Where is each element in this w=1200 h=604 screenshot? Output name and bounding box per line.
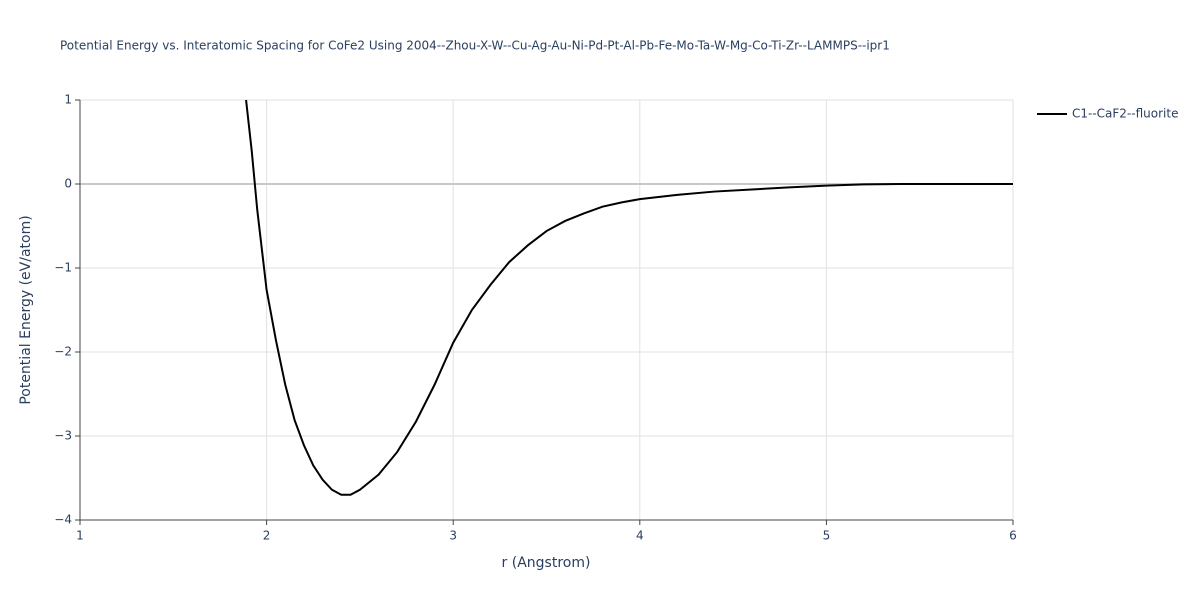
x-tick-label: 3 xyxy=(449,529,457,543)
y-tick-label: −4 xyxy=(54,513,72,527)
x-tick-label: 5 xyxy=(823,529,831,543)
y-tick-label: 0 xyxy=(64,177,72,191)
x-tick-label: 1 xyxy=(76,529,84,543)
legend-label: C1--CaF2--fluorite xyxy=(1072,107,1178,121)
x-tick-label: 6 xyxy=(1009,529,1017,543)
chart-title: Potential Energy vs. Interatomic Spacing… xyxy=(60,39,890,53)
x-tick-label: 4 xyxy=(636,529,644,543)
y-tick-label: −3 xyxy=(54,429,72,443)
x-tick-label: 2 xyxy=(263,529,271,543)
y-tick-label: 1 xyxy=(64,93,72,107)
y-axis-label: Potential Energy (eV/atom) xyxy=(18,215,34,404)
x-axis-label: r (Angstrom) xyxy=(502,555,591,571)
y-tick-label: −1 xyxy=(54,261,72,275)
line-series xyxy=(245,99,1013,496)
y-tick-label: −2 xyxy=(54,345,72,359)
